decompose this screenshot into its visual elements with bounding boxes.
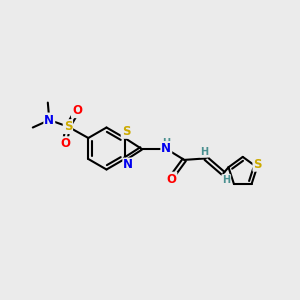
- Text: O: O: [72, 104, 82, 117]
- Text: H: H: [222, 175, 230, 185]
- Text: S: S: [122, 125, 130, 138]
- Text: S: S: [254, 158, 262, 171]
- Text: H: H: [200, 147, 208, 157]
- Text: O: O: [167, 172, 176, 186]
- Text: N: N: [161, 142, 171, 155]
- Text: S: S: [64, 120, 72, 133]
- Text: N: N: [44, 113, 54, 127]
- Text: N: N: [123, 158, 133, 172]
- Text: H: H: [162, 137, 170, 148]
- Text: O: O: [60, 137, 70, 150]
